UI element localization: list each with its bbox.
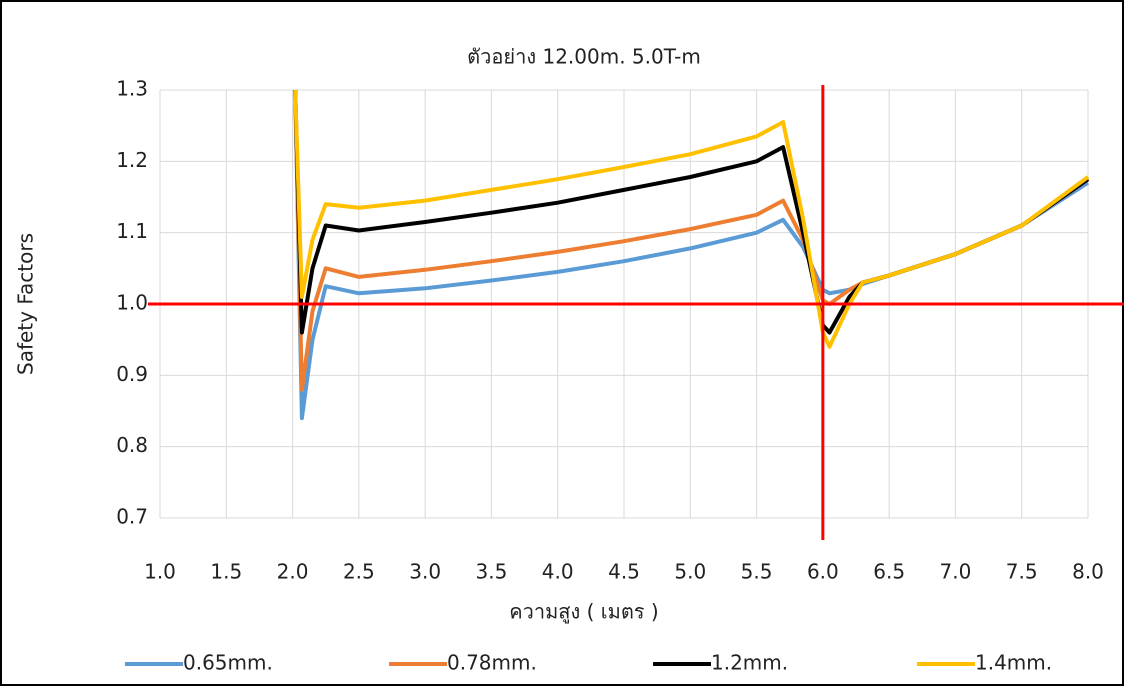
y-tick-label: 0.9 — [116, 362, 148, 386]
legend-label: 1.2mm. — [711, 651, 788, 675]
y-tick-label: 1.1 — [116, 219, 148, 243]
x-tick-label: 5.0 — [674, 560, 706, 584]
x-tick-label: 4.5 — [608, 560, 640, 584]
legend-label: 0.65mm. — [183, 651, 273, 675]
y-tick-label: 1.3 — [116, 77, 148, 101]
y-axis-label: Safety Factors — [14, 233, 38, 375]
x-tick-label: 7.5 — [1006, 560, 1038, 584]
y-tick-label: 1.0 — [116, 291, 148, 315]
x-axis-label: ความสูง ( เมตร ) — [509, 600, 658, 625]
legend-label: 1.4mm. — [975, 651, 1052, 675]
y-tick-label: 0.7 — [116, 505, 148, 529]
x-tick-label: 5.5 — [741, 560, 773, 584]
x-tick-label: 6.0 — [807, 560, 839, 584]
x-tick-label: 4.0 — [542, 560, 574, 584]
chart: ตัวอย่าง 12.00m. 5.0T-m ความสูง ( เมตร )… — [0, 0, 1124, 686]
x-tick-label: 1.0 — [144, 560, 176, 584]
x-tick-label: 7.0 — [940, 560, 972, 584]
x-tick-label: 1.5 — [210, 560, 242, 584]
x-tick-label: 8.0 — [1072, 560, 1104, 584]
legend-label: 0.78mm. — [447, 651, 537, 675]
y-tick-label: 1.2 — [116, 148, 148, 172]
chart-title: ตัวอย่าง 12.00m. 5.0T-m — [467, 45, 701, 69]
x-tick-label: 3.5 — [476, 560, 508, 584]
x-tick-label: 2.5 — [343, 560, 375, 584]
y-tick-label: 0.8 — [116, 433, 148, 457]
x-tick-label: 2.0 — [277, 560, 309, 584]
x-tick-label: 6.5 — [873, 560, 905, 584]
x-tick-label: 3.0 — [409, 560, 441, 584]
